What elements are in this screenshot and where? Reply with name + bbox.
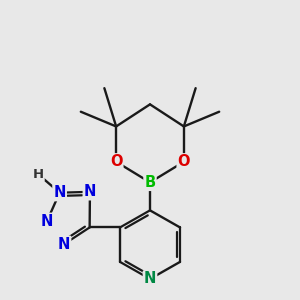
Text: N: N	[53, 185, 66, 200]
Text: N: N	[58, 237, 70, 252]
Text: N: N	[84, 184, 96, 199]
Text: O: O	[110, 154, 122, 169]
Text: B: B	[144, 175, 156, 190]
Text: N: N	[41, 214, 53, 229]
Text: O: O	[178, 154, 190, 169]
Text: H: H	[32, 168, 44, 181]
Text: N: N	[144, 272, 156, 286]
